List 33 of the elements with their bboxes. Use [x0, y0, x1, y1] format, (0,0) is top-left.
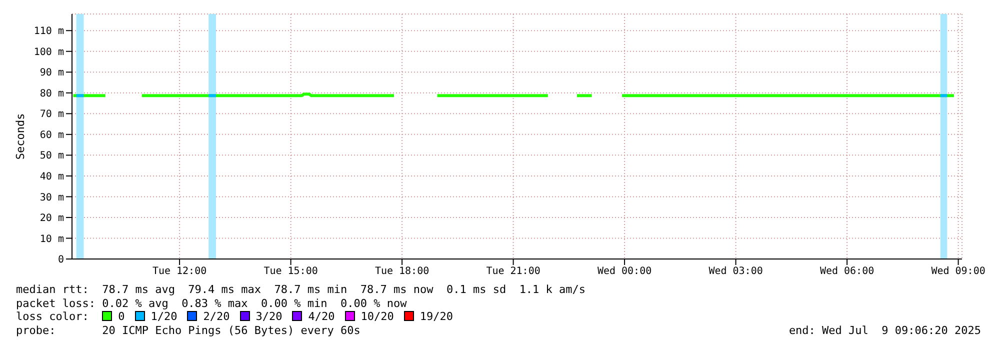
- legend-label: 4/20: [308, 310, 335, 323]
- y-tick-label: 100 m: [34, 46, 64, 58]
- x-tick-label: Wed 00:00: [597, 266, 652, 278]
- legend-label: 0: [118, 310, 125, 323]
- y-axis-title: Seconds: [14, 113, 27, 160]
- text: median rtt: 78.7 ms avg 79.4 ms max 78.7 ms min 78.7 ms now 0.1 ms sd 1.1 k am/s: [16, 283, 587, 296]
- legend-label: 3/20: [256, 310, 282, 323]
- x-tick-label: Wed 03:00: [708, 266, 763, 278]
- y-tick-label: 0: [58, 254, 64, 266]
- y-tick-label: 70 m: [40, 109, 64, 120]
- y-tick-label: 50 m: [40, 150, 64, 162]
- y-tick-label: 90 m: [40, 68, 64, 79]
- legend-title: loss color:: [16, 310, 90, 323]
- y-tick-label: 110 m: [34, 26, 64, 38]
- y-tick-label: 60 m: [40, 130, 64, 141]
- legend-label: 10/20: [360, 310, 394, 323]
- legend-label: 2/20: [203, 310, 230, 323]
- x-tick-label: Tue 15:00: [264, 266, 318, 278]
- x-tick-label: Tue 12:00: [152, 266, 207, 278]
- y-tick-label: 80 m: [40, 88, 64, 100]
- x-tick-label: Wed 06:00: [820, 266, 874, 278]
- legend-label: 1/20: [150, 310, 178, 323]
- y-tick-label: 30 m: [40, 192, 64, 204]
- x-tick-label: Tue 21:00: [486, 266, 540, 278]
- x-tick-label: Wed 09:00: [931, 266, 986, 278]
- y-tick-label: 20 m: [40, 213, 64, 224]
- y-tick-label: 10 m: [40, 234, 64, 245]
- y-tick-label: 40 m: [40, 172, 64, 182]
- text: probe: 20 ICMP Echo Pings (56 Bytes) every 60s: [16, 324, 360, 337]
- text: end: Wed Jul 9 09:06:20 2025: [788, 324, 981, 337]
- x-tick-label: Tue 18:00: [374, 266, 430, 278]
- legend-label: 19/20: [420, 310, 453, 323]
- text: packet loss: 0.02 % avg 0.83 % max 0.00 % min 0.00 % now: [16, 296, 408, 310]
